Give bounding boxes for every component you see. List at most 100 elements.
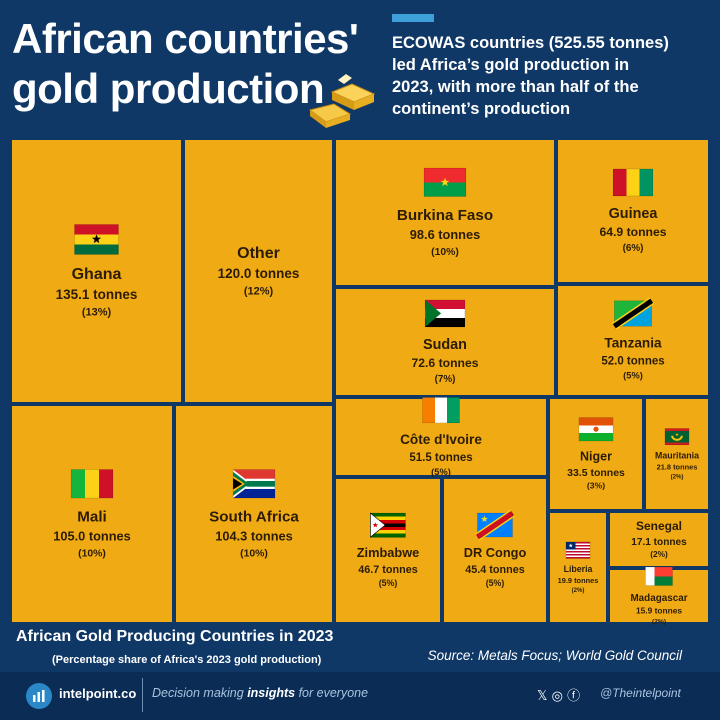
tile-senegal: Senegal 17.1 tonnes(2%) [610,513,708,566]
tile-ghana: Ghana 135.1 tonnes (13%) [12,140,181,402]
tile-share-ghana: (13%) [82,307,112,319]
tile-label-mali: Mali [77,509,107,526]
tile-label-burkina-faso: Burkina Faso [397,207,493,224]
tile-value-dr-congo: 45.4 tonnes [465,564,524,576]
tile-share-mali: (10%) [78,548,106,559]
tile-label-other: Other [237,245,280,262]
tile-label-sudan: Sudan [423,337,467,353]
brand-link[interactable]: intelpoint.co [59,686,137,701]
tile-value-senegal: 17.1 tonnes [631,537,687,548]
tagline-post: for everyone [295,686,369,700]
tile-tanzania: Tanzania 52.0 tonnes (5%) [558,286,708,395]
tile-share-zimbabwe: (5%) [379,578,398,588]
zimbabwe-flag-icon [370,512,406,538]
title-line-2: gold production [12,65,325,112]
accent-bar [392,14,434,22]
tile-value-south-africa: 104.3 tonnes [215,529,293,544]
tile-label-tanzania: Tanzania [604,335,662,350]
tile-share-other: (12%) [244,286,274,298]
tagline-pre: Decision making [152,686,248,700]
source-note: Source: Metals Focus; World Gold Council [427,648,682,663]
tile-label-madagascar: Madagascar [630,593,687,604]
tile-cote-divoire: Côte d'Ivoire 51.5 tonnes (5%) [336,396,546,477]
chart-subtitle: (Percentage share of Africa's 2023 gold … [52,654,322,666]
divider [142,678,143,712]
tile-rect-other [185,140,332,402]
tile-guinea: Guinea 64.9 tonnes (6%) [558,140,708,282]
tile-share-tanzania: (5%) [623,370,643,380]
tile-mauritania: Mauritania 21.8 tonnes (2%) [646,399,708,509]
tile-label-ghana: Ghana [72,266,122,283]
tile-value-other: 120.0 tonnes [218,266,300,281]
cote-divoire-flag-icon [421,396,460,424]
gold-bars-icon [308,74,376,128]
tile-value-madagascar: 15.9 tonnes [636,605,682,615]
burkina-faso-flag-icon [423,167,467,197]
tile-value-liberia: 19.9 tonnes [558,576,599,585]
tile-share-south-africa: (10%) [240,548,268,559]
subtitle-line-1: ECOWAS countries (525.55 tonnes) [392,34,669,52]
title-line-1: African countries' [12,15,359,62]
tile-niger: Niger 33.5 tonnes (3%) [550,399,642,509]
tile-value-zimbabwe: 46.7 tonnes [358,564,417,576]
tile-rect-guinea [558,140,708,282]
tile-share-niger: (3%) [587,481,605,491]
tile-label-south-africa: South Africa [209,509,299,526]
tile-rect-zimbabwe [336,479,440,622]
tile-value-guinea: 64.9 tonnes [599,225,666,239]
tile-share-cote-divoire: (5%) [431,467,451,477]
social-handle[interactable]: @Theintelpoint [600,686,681,700]
tile-share-madagascar: (2%) [652,619,666,626]
tile-value-tanzania: 52.0 tonnes [601,355,664,367]
tagline-bold: insights [247,686,296,700]
tile-label-senegal: Senegal [636,519,682,533]
subtitle-line-2: led Africa’s gold production in [392,56,630,74]
tanzania-flag-icon [612,297,654,330]
mali-flag-icon [70,469,114,499]
tile-rect-mali [12,406,172,622]
tile-rect-senegal [610,513,708,566]
tile-burkina-faso: Burkina Faso 98.6 tonnes (10%) [336,140,554,285]
tile-value-mauritania: 21.8 tonnes [657,462,698,471]
bar-chart-icon [33,690,45,702]
tile-rect-burkina-faso [336,140,554,285]
tile-rect-dr-congo [444,479,546,622]
tile-value-sudan: 72.6 tonnes [411,356,478,370]
tile-label-dr-congo: DR Congo [464,545,527,560]
tagline: Decision making insights for everyone [152,686,368,700]
chart-title: African Gold Producing Countries in 2023 [16,628,334,645]
tile-share-sudan: (7%) [435,374,456,385]
tile-rect-mauritania [646,399,708,509]
tile-value-cote-divoire: 51.5 tonnes [409,452,472,464]
tile-share-burkina-faso: (10%) [431,247,459,258]
niger-flag-icon [578,417,614,442]
tile-value-mali: 105.0 tonnes [53,529,131,544]
tile-liberia: Liberia 19.9 tonnes (2%) [550,513,606,622]
tile-value-ghana: 135.1 tonnes [56,287,138,302]
tile-label-guinea: Guinea [609,206,659,222]
tile-label-cote-divoire: Côte d'Ivoire [400,432,482,447]
tile-value-burkina-faso: 98.6 tonnes [410,227,480,242]
south-africa-flag-icon [232,469,276,499]
subtitle-line-3: 2023, with more than half of the [392,78,639,96]
sudan-flag-icon [424,299,466,328]
tile-south-africa: South Africa 104.3 tonnes (10%) [176,406,332,622]
tile-rect-liberia [550,513,606,622]
tile-zimbabwe: Zimbabwe 46.7 tonnes (5%) [336,479,440,622]
madagascar-flag-icon [645,566,673,586]
tile-rect-niger [550,399,642,509]
tile-share-mauritania: (2%) [671,474,684,481]
tile-dr-congo: DR Congo 45.4 tonnes (5%) [444,479,546,622]
tile-label-zimbabwe: Zimbabwe [357,545,420,560]
page-title: African countries' gold production [12,14,359,114]
social-icons[interactable]: 𝕏 ◎ ⓕ [537,689,581,704]
tile-share-senegal: (2%) [650,549,668,559]
tile-sudan: Sudan 72.6 tonnes (7%) [336,289,554,395]
dr-congo-flag-icon [475,509,515,541]
brand-bar [0,672,720,720]
tile-share-guinea: (6%) [623,243,644,254]
tile-rect-ghana [12,140,181,402]
liberia-flag-icon [565,541,591,559]
tile-label-liberia: Liberia [564,564,593,574]
